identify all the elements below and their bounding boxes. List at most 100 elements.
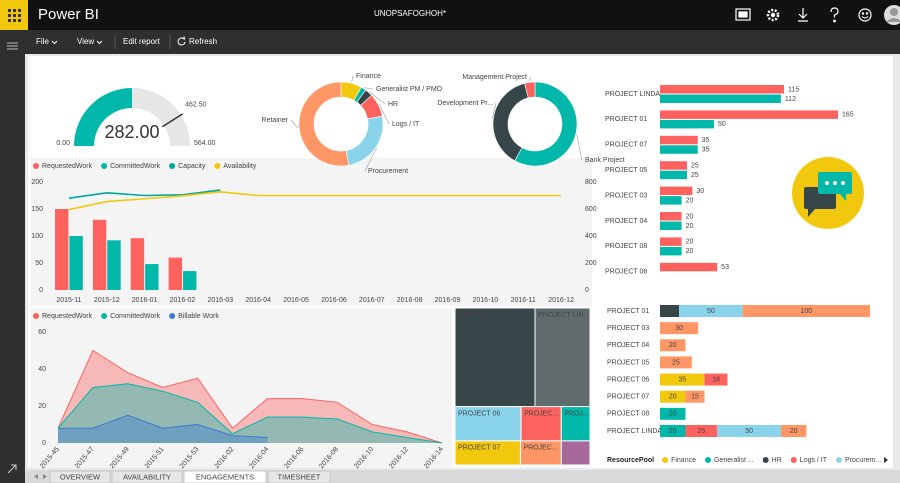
gauge-max-label: 564.00 bbox=[194, 140, 216, 147]
bar-segment bbox=[660, 373, 705, 386]
bar-segment bbox=[660, 339, 686, 352]
legend-label: Billable Work bbox=[178, 313, 219, 320]
file-menu[interactable]: File bbox=[36, 37, 58, 46]
tab-label[interactable]: AVAILABILITY bbox=[123, 472, 171, 481]
data-label: 20 bbox=[669, 394, 677, 401]
y-tick-label: 20 bbox=[38, 403, 46, 410]
tab[interactable] bbox=[183, 470, 267, 483]
slice-label: Development Pr... bbox=[437, 100, 493, 107]
data-label: 20 bbox=[669, 342, 677, 349]
x-tick-label: 2016-07 bbox=[359, 297, 385, 304]
refresh-button[interactable]: Refresh bbox=[177, 36, 217, 47]
left-nav bbox=[0, 54, 25, 483]
app-launcher[interactable] bbox=[0, 0, 28, 30]
tile-label: PROJ... bbox=[564, 410, 589, 417]
category-label: PROJECT 04 bbox=[607, 342, 649, 349]
settings-icon[interactable] bbox=[766, 8, 780, 22]
x-tick-label: 2016-12 bbox=[548, 297, 574, 304]
x-tick-label: 2016-11 bbox=[511, 297, 536, 304]
category-label: PROJECT 03 bbox=[607, 325, 649, 332]
bar bbox=[183, 271, 197, 290]
tab-prev[interactable] bbox=[34, 474, 38, 479]
feedback-icon[interactable] bbox=[858, 8, 872, 22]
tile-label: PROJECT 07 bbox=[458, 445, 500, 452]
expand-icon[interactable] bbox=[7, 464, 17, 474]
bar-segment bbox=[742, 305, 870, 317]
tab-label[interactable]: OVERVIEW bbox=[60, 472, 101, 481]
download-icon[interactable] bbox=[798, 8, 808, 22]
leader-line bbox=[492, 102, 497, 119]
fullscreen-icon[interactable] bbox=[735, 8, 751, 21]
data-label: 115 bbox=[788, 86, 799, 93]
gauge-target-label: 462.50 bbox=[185, 101, 207, 108]
bar bbox=[660, 262, 718, 272]
y-tick-label: 40 bbox=[38, 366, 46, 373]
category-label: PROJECT 06 bbox=[607, 376, 649, 383]
bar-segment bbox=[685, 390, 705, 403]
bar-segment bbox=[660, 356, 692, 369]
bar bbox=[660, 212, 682, 221]
x-tick-label: 2015-11 bbox=[56, 297, 81, 304]
legend-scroll[interactable] bbox=[884, 457, 888, 463]
slice-label: Bank Project bbox=[585, 157, 625, 164]
leader-line bbox=[379, 104, 390, 125]
x-tick-label: 2016-10 bbox=[473, 297, 499, 304]
tab-label[interactable]: ENGAGEMENTS bbox=[196, 472, 254, 481]
category-label: PROJECT 01 bbox=[605, 116, 647, 123]
gauge-min-label: 0.00 bbox=[56, 140, 70, 147]
button-label[interactable]: Refresh bbox=[189, 37, 217, 46]
bar-segment bbox=[780, 424, 807, 437]
x-tick-label: 2016-03 bbox=[208, 297, 234, 304]
data-label: 20 bbox=[686, 213, 694, 220]
bar bbox=[660, 85, 785, 94]
data-label: 25 bbox=[691, 163, 699, 170]
y2-tick-label: 0 bbox=[585, 287, 589, 294]
menu-label[interactable]: File bbox=[36, 37, 49, 46]
data-label: 50 bbox=[745, 428, 753, 435]
legend-label: Finance bbox=[671, 457, 696, 464]
slice-label: Generalist PM / PMO bbox=[376, 86, 443, 93]
bar-segment bbox=[685, 424, 718, 437]
data-label: 20 bbox=[790, 428, 798, 435]
treemap-tile bbox=[454, 307, 536, 408]
category-label: PROJECT LINDA bbox=[605, 91, 660, 98]
legend-marker bbox=[214, 163, 221, 169]
category-label: PROJECT 04 bbox=[605, 218, 647, 225]
leader-line bbox=[290, 119, 299, 129]
slice-label: Management Project bbox=[462, 74, 527, 81]
category-label: PROJECT 07 bbox=[607, 394, 649, 401]
view-menu[interactable]: View bbox=[77, 37, 103, 46]
category-label: PROJECT 03 bbox=[605, 192, 647, 199]
data-label: 35 bbox=[702, 137, 710, 144]
help-icon[interactable] bbox=[830, 7, 839, 23]
donut-slice bbox=[524, 81, 536, 99]
bar bbox=[660, 145, 698, 154]
menu-label[interactable]: View bbox=[77, 37, 94, 46]
bar-segment bbox=[660, 390, 686, 403]
tab[interactable] bbox=[267, 470, 331, 483]
edit-report-button[interactable]: Edit report bbox=[123, 37, 161, 46]
visual-background bbox=[30, 158, 592, 306]
legend-label: RequestedWork bbox=[42, 313, 93, 320]
tab[interactable] bbox=[111, 470, 183, 483]
y-tick-label: 50 bbox=[35, 260, 43, 267]
area-line bbox=[58, 414, 268, 438]
y2-tick-label: 800 bbox=[585, 179, 597, 186]
tab-label[interactable]: TIMESHEET bbox=[278, 472, 321, 481]
legend-marker bbox=[836, 457, 843, 463]
gauge-value bbox=[74, 88, 132, 146]
tile-label: PROJEC... bbox=[524, 410, 558, 417]
x-tick-label: 2016-09 bbox=[435, 297, 461, 304]
y2-tick-label: 600 bbox=[585, 206, 597, 213]
legend-label: RequestedWork bbox=[42, 163, 93, 170]
account-avatar[interactable] bbox=[884, 5, 900, 25]
bar bbox=[69, 236, 83, 290]
x-tick-label: 2016-08 bbox=[397, 297, 423, 304]
data-label: 15 bbox=[666, 308, 674, 315]
nav-toggle[interactable] bbox=[7, 42, 18, 50]
tab-next[interactable] bbox=[43, 474, 47, 479]
x-tick-label: 2015-12 bbox=[94, 297, 120, 304]
data-label: 30 bbox=[696, 188, 704, 195]
tab[interactable] bbox=[49, 470, 111, 483]
